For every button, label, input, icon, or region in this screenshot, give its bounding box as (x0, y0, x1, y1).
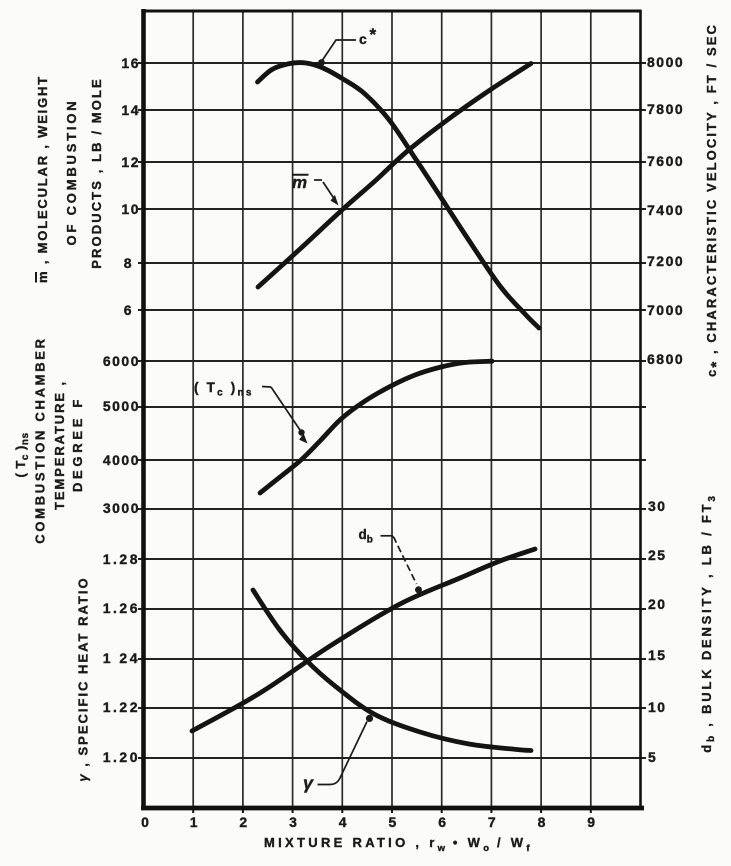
svg-text:8: 8 (538, 814, 546, 830)
svg-text:4: 4 (339, 814, 347, 830)
svg-text:5000: 5000 (103, 398, 140, 414)
svg-text:m: m (292, 173, 307, 192)
svg-text:1: 1 (190, 814, 198, 830)
svg-text:12: 12 (121, 154, 140, 170)
svg-text:m , MOLECULAR , WEIGHT: m , MOLECULAR , WEIGHT (35, 75, 50, 283)
svg-text:( Tc )ns: ( Tc )ns (194, 380, 254, 399)
svg-text:7200: 7200 (647, 253, 684, 269)
svg-text:6000: 6000 (103, 353, 140, 369)
svg-text:1.20: 1.20 (103, 749, 140, 765)
svg-text:3000: 3000 (103, 500, 140, 516)
svg-text:COMBUSTION CHAMBER: COMBUSTION CHAMBER (33, 336, 48, 543)
svg-text:9: 9 (587, 814, 595, 830)
svg-text:7: 7 (488, 814, 496, 830)
svg-text:7400: 7400 (647, 202, 684, 218)
svg-text:1 24: 1 24 (103, 650, 140, 666)
svg-text:16: 16 (121, 55, 140, 71)
svg-text:7800: 7800 (647, 101, 684, 117)
svg-text:0: 0 (141, 814, 149, 830)
svg-text:1.22: 1.22 (103, 699, 140, 715)
svg-text:TEMPERATURE ,: TEMPERATURE , (52, 380, 67, 510)
svg-text:γ: γ (303, 773, 314, 793)
svg-text:MIXTURE RATIO , rw • Wo / Wf: MIXTURE RATIO , rw • Wo / Wf (264, 835, 531, 854)
svg-text:4000: 4000 (103, 452, 140, 468)
svg-text:7000: 7000 (647, 302, 684, 318)
svg-text:30: 30 (648, 498, 667, 514)
svg-text:γ , SPECIFIC HEAT RATIO: γ , SPECIFIC HEAT RATIO (76, 576, 91, 781)
svg-text:PRODUCTS , LB / MOLE: PRODUCTS , LB / MOLE (89, 77, 104, 269)
svg-text:15: 15 (648, 647, 667, 663)
svg-text:10: 10 (648, 699, 667, 715)
svg-text:6: 6 (438, 814, 446, 830)
svg-text:10: 10 (121, 201, 140, 217)
svg-text:DEGREE F: DEGREE F (70, 396, 85, 492)
svg-text:14: 14 (121, 102, 140, 118)
svg-text:1.28: 1.28 (103, 551, 140, 567)
svg-text:c: c (359, 31, 367, 47)
svg-text:OF COMBUSTION: OF COMBUSTION (64, 99, 79, 246)
svg-text:7600: 7600 (647, 153, 684, 169)
svg-text:5: 5 (648, 749, 657, 765)
svg-text:db , BULK DENSITY , LB / FT: db , BULK DENSITY , LB / FT3 (699, 493, 718, 753)
svg-text:2: 2 (239, 814, 247, 830)
svg-text:8000: 8000 (647, 54, 684, 70)
svg-text:1.26: 1.26 (103, 600, 140, 616)
svg-text:20: 20 (648, 596, 667, 612)
svg-text:25: 25 (648, 547, 667, 563)
svg-text:8: 8 (124, 255, 133, 271)
svg-text:3: 3 (289, 814, 297, 830)
svg-text:*: * (370, 25, 377, 44)
svg-text:6: 6 (124, 302, 133, 318)
svg-text:5: 5 (389, 814, 397, 830)
svg-text:6800: 6800 (647, 351, 684, 367)
